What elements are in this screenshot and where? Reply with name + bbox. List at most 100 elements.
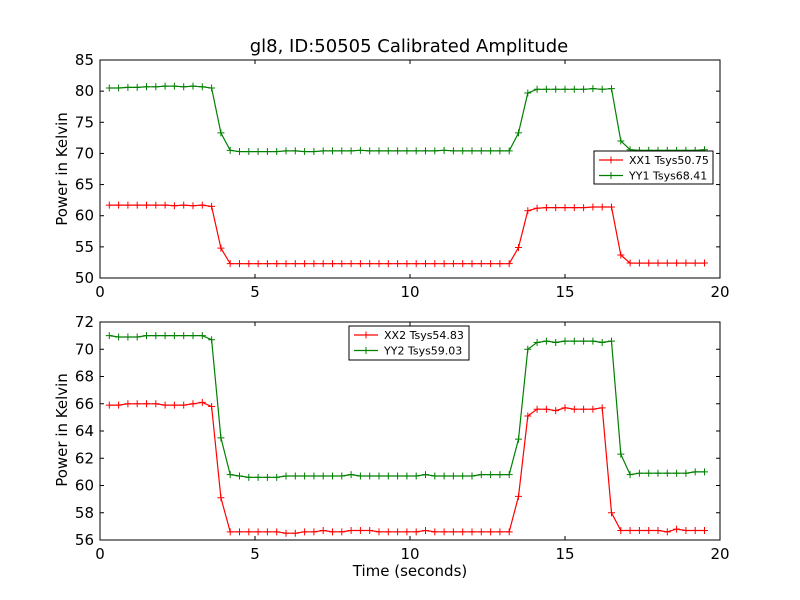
y-tick-label: 56: [75, 531, 94, 549]
data-point: [291, 260, 299, 268]
data-point: [645, 526, 653, 534]
data-point: [263, 528, 271, 536]
data-point: [384, 147, 392, 155]
data-point: [394, 260, 402, 268]
bottom-panel: 0 5 10 15 20 56 58 60 62 64 66 68 70 72 XX2 Tsys54.83 Y…: [53, 313, 730, 580]
data-point: [143, 83, 150, 91]
data-point: [375, 260, 383, 268]
data-point: [226, 528, 234, 536]
data-point: [524, 345, 532, 353]
data-point: [654, 469, 662, 477]
x-tick-label: 5: [250, 545, 260, 563]
data-point: [440, 146, 448, 154]
data-point: [143, 332, 150, 340]
data-point: [133, 201, 141, 209]
data-point: [626, 471, 634, 479]
data-point: [701, 259, 708, 267]
data-point: [273, 260, 281, 268]
data-point: [394, 147, 402, 155]
data-point: [626, 526, 634, 534]
data-point: [198, 332, 206, 340]
series-yy2: [105, 332, 708, 481]
data-point: [533, 85, 541, 93]
data-point: [598, 203, 606, 211]
data-point: [663, 528, 671, 536]
data-point: [115, 333, 123, 341]
data-point: [570, 85, 578, 93]
data-point: [208, 84, 216, 92]
data-point: [319, 472, 327, 480]
top-plot-area: 0 5 10 15 20 50 55 60 65 70 75 80 85 XX1 Tsys50.75 YY1…: [75, 51, 730, 301]
data-point: [645, 259, 653, 267]
y-tick-label: 65: [75, 176, 94, 194]
data-point: [496, 528, 504, 536]
data-point: [580, 405, 588, 413]
data-point: [282, 472, 290, 480]
data-point: [552, 85, 560, 93]
y-tick-label: 60: [75, 477, 94, 495]
data-point: [319, 260, 327, 268]
data-point: [263, 473, 271, 481]
data-point: [254, 260, 262, 268]
data-point: [105, 201, 113, 209]
data-point: [152, 332, 160, 340]
data-point: [515, 492, 522, 500]
data-point: [366, 260, 374, 268]
x-tick-label: 0: [95, 283, 105, 301]
data-point: [338, 528, 346, 536]
data-point: [291, 472, 299, 480]
data-point: [254, 148, 262, 156]
data-point: [431, 528, 439, 536]
data-point: [403, 147, 411, 155]
data-point: [310, 260, 318, 268]
data-point: [124, 333, 132, 341]
data-point: [533, 204, 541, 212]
data-point: [617, 137, 625, 145]
data-point: [310, 528, 318, 536]
legend-label: XX1 Tsys50.75: [629, 154, 709, 167]
data-point: [394, 528, 402, 536]
data-point: [524, 412, 532, 420]
data-point: [505, 528, 513, 536]
data-point: [170, 82, 178, 90]
data-point: [552, 204, 560, 212]
data-point: [626, 259, 634, 267]
data-point: [487, 471, 495, 479]
data-point: [198, 83, 206, 91]
data-point: [170, 332, 178, 340]
data-point: [143, 400, 150, 408]
data-point: [375, 528, 383, 536]
x-tick-label: 15: [555, 283, 574, 301]
data-point: [422, 260, 429, 268]
data-point: [115, 401, 123, 409]
data-point: [580, 85, 588, 93]
bottom-y-axis-label: Power in Kelvin: [53, 373, 71, 487]
data-point: [356, 526, 364, 534]
legend-label: YY2 Tsys59.03: [383, 345, 462, 358]
data-point: [217, 434, 225, 442]
data-point: [403, 472, 411, 480]
y-tick-label: 66: [75, 395, 94, 413]
data-point: [505, 260, 513, 268]
data-point: [347, 147, 355, 155]
data-point: [440, 260, 448, 268]
data-point: [691, 526, 699, 534]
series-xx1: [105, 201, 708, 268]
data-point: [673, 469, 681, 477]
data-point: [422, 147, 429, 155]
legend-label: YY1 Tsys68.41: [628, 170, 707, 183]
data-point: [152, 201, 160, 209]
data-point: [245, 473, 253, 481]
data-point: [301, 260, 309, 268]
data-point: [161, 201, 169, 209]
data-point: [124, 83, 132, 91]
legend-marker: [607, 172, 615, 179]
data-point: [208, 202, 216, 210]
data-point: [319, 526, 327, 534]
data-point: [533, 405, 541, 413]
data-point: [673, 259, 681, 267]
legend-label: XX2 Tsys54.83: [384, 329, 464, 342]
data-point: [487, 147, 495, 155]
data-point: [152, 400, 160, 408]
data-point: [273, 528, 281, 536]
